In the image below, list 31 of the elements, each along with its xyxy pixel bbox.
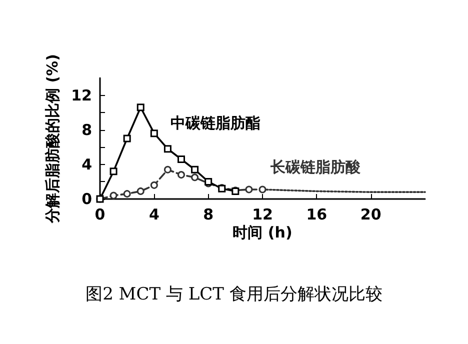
point — [123, 190, 131, 198]
point — [191, 174, 199, 182]
point — [123, 134, 131, 142]
point — [136, 104, 144, 112]
point — [258, 186, 266, 194]
point — [178, 171, 185, 179]
y-tick-label: 4 — [82, 155, 92, 174]
y-tick-label: 8 — [82, 120, 92, 139]
point — [150, 130, 158, 138]
point — [164, 166, 172, 174]
point — [110, 168, 118, 176]
x-tick-label: 16 — [306, 206, 328, 224]
point — [150, 181, 158, 189]
x-tick-label: 20 — [360, 206, 382, 224]
series-label: 长碳链脂肪酸 — [270, 158, 362, 176]
series-label: 中碳链脂肪酯 — [170, 114, 261, 132]
x-tick-label: 0 — [94, 206, 106, 224]
point — [136, 187, 144, 195]
y-tick-label: 0 — [82, 190, 92, 208]
point — [110, 192, 118, 200]
point — [191, 166, 199, 174]
x-axis-title: 时间 (h) — [232, 224, 292, 242]
point — [245, 186, 253, 194]
x-tick-label: 12 — [252, 206, 273, 224]
point — [178, 155, 185, 163]
y-axis-title: 分解后脂肪酸的比例 (%) — [44, 54, 62, 224]
x-tick-label: 4 — [148, 206, 160, 224]
x-tick-label: 8 — [203, 206, 214, 224]
point — [164, 145, 172, 153]
y-tick-label: 12 — [71, 86, 92, 104]
caption: 图2 MCT 与 LCT 食用后分解状况比较 — [86, 284, 382, 304]
